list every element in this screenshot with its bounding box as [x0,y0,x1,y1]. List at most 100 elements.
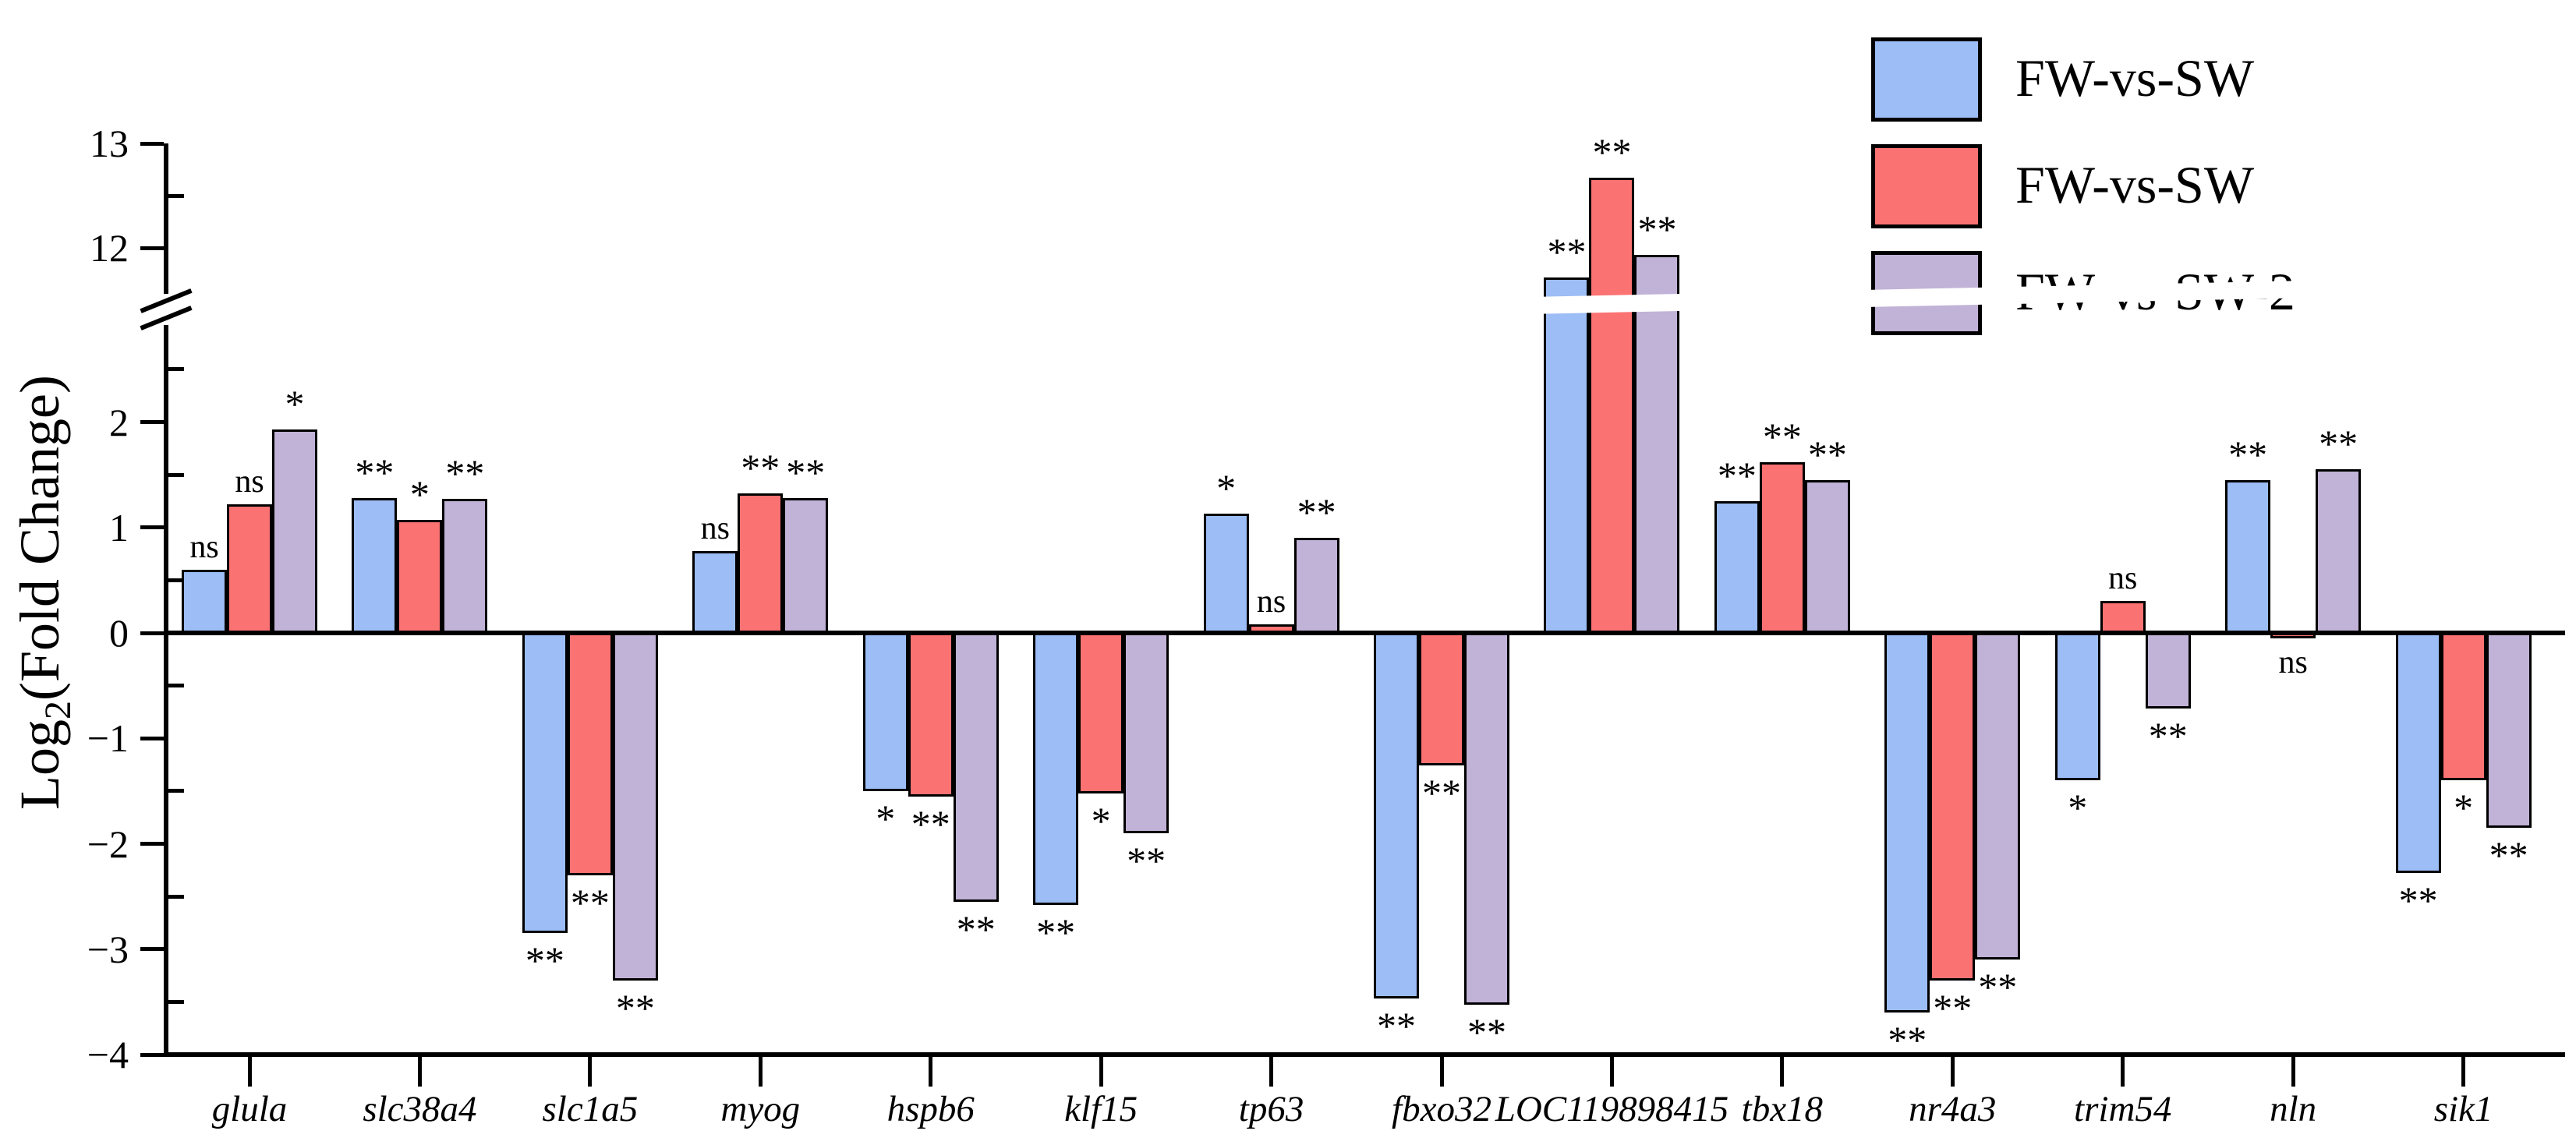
bar-klf15-series1 [1033,633,1079,905]
sig-label-glula-series1: ns [189,528,219,565]
y-major-tick [140,842,164,846]
y-major-tick [140,736,164,740]
y-minor-tick [168,894,184,899]
x-category-tick [758,1057,763,1087]
x-category-label-tp63: tp63 [1238,1089,1304,1129]
y-minor-tick [168,684,184,688]
y-tick-label: −2 [87,822,129,866]
bar-hspb6-series2 [908,633,954,797]
bar-trim54-series1 [2054,633,2100,781]
bar-tbx18-series3 [1804,479,1850,633]
x-category-tick [588,1057,593,1087]
legend-swatch [1871,37,1982,122]
sig-label-trim54-series2: ns [2108,560,2138,597]
sig-label-klf15-series1: ** [1036,910,1076,954]
sig-label-hspb6-series1: * [876,796,896,840]
x-category-label-tbx18: tbx18 [1741,1089,1824,1129]
y-tick-label: 1 [109,505,129,550]
y-axis-upper-segment [164,143,168,294]
bar-sik1-series3 [2486,633,2532,829]
sig-label-nln-series1: ** [2228,432,2268,476]
legend-item: FW-vs-SW [1871,37,2417,123]
sig-label-tbx18-series1: ** [1717,453,1757,497]
y-tick-label: −3 [87,927,129,971]
y-minor-tick [168,789,184,793]
sig-label-LOC119898415-series1: ** [1547,229,1587,274]
y-minor-tick [168,999,184,1004]
y-tick-label: 13 [90,122,129,165]
sig-label-myog-series2: ** [741,446,780,490]
sig-label-fbxo32-series3: ** [1467,1010,1506,1055]
x-category-tick [2461,1057,2466,1087]
bar-nr4a3-series3 [1975,633,2021,960]
x-category-tick [1950,1057,1955,1087]
sig-label-LOC119898415-series2: ** [1592,130,1632,175]
bar-LOC119898415-series1 [1544,277,1590,633]
x-category-label-slc1a5: slc1a5 [542,1089,639,1129]
bar-fbxo32-series2 [1419,633,1464,766]
sig-label-nr4a3-series2: ** [1933,986,1973,1030]
sig-label-glula-series2: ns [235,463,264,500]
sig-label-sik1-series2: * [2454,786,2474,830]
bar-myog-series2 [738,493,784,633]
sig-label-fbxo32-series2: ** [1422,771,1461,815]
legend-swatch [1871,144,1982,228]
bar-glula-series1 [182,569,227,633]
y-tick-label: 0 [109,611,129,655]
bar-slc38a4-series3 [442,499,488,633]
sig-label-fbxo32-series1: ** [1377,1004,1416,1048]
sig-label-myog-series1: ns [700,510,730,546]
legend-item: FW-vs-SW [1871,144,2417,230]
bar-fbxo32-series1 [1374,633,1419,999]
x-category-label-nr4a3: nr4a3 [1909,1089,1997,1129]
x-baseline-zero [164,631,2565,635]
bar-fbxo32-series3 [1464,633,1509,1005]
y-major-tick [140,525,164,530]
sig-label-klf15-series3: ** [1127,838,1166,882]
x-category-tick [1439,1057,1444,1087]
legend-label: FW-vs-SW [2015,155,2254,214]
x-category-label-hspb6: hspb6 [886,1089,975,1129]
x-category-tick [2291,1057,2295,1087]
x-category-label-fbxo32: fbxo32 [1392,1089,1491,1129]
sig-label-trim54-series1: * [2068,786,2088,830]
x-category-tick [1609,1057,1614,1087]
y-major-tick [140,631,164,635]
bar-slc38a4-series2 [397,520,443,633]
x-category-label-slc38a4: slc38a4 [363,1089,477,1129]
x-category-tick [929,1057,933,1087]
sig-label-tbx18-series2: ** [1762,414,1802,458]
sig-label-slc38a4-series1: ** [355,450,395,494]
bar-myog-series1 [692,550,738,633]
y-tick-label: 2 [109,400,129,444]
bar-slc1a5-series3 [612,633,658,981]
bar-slc1a5-series2 [567,633,613,876]
x-category-tick [1099,1057,1103,1087]
sig-label-trim54-series3: ** [2148,714,2188,758]
bar-nln-series1 [2225,479,2271,633]
bar-tp63-series1 [1203,514,1249,633]
sig-label-tp63-series1: * [1216,466,1237,511]
sig-label-tbx18-series3: ** [1807,432,1847,476]
x-category-label-sik1: sik1 [2433,1089,2493,1129]
sig-label-myog-series3: ** [786,450,826,494]
bar-klf15-series2 [1078,633,1124,793]
bar-tbx18-series1 [1714,500,1760,633]
x-category-tick [1780,1057,1785,1087]
y-tick-label: −4 [87,1033,129,1076]
sig-label-hspb6-series3: ** [956,907,996,951]
x-category-label-glula: glula [211,1089,288,1129]
sig-label-slc1a5-series3: ** [615,986,655,1030]
y-major-tick [140,420,164,424]
bar-nln-series3 [2316,469,2362,633]
sig-label-slc38a4-series2: * [409,472,430,517]
y-major-tick [140,947,164,952]
x-category-tick [2121,1057,2125,1087]
bar-trim54-series2 [2100,601,2146,633]
bar-glula-series2 [227,504,272,633]
x-category-label-LOC119898415: LOC119898415 [1495,1089,1729,1129]
sig-label-tp63-series2: ns [1256,584,1286,620]
bar-sik1-series2 [2440,633,2486,781]
sig-label-slc38a4-series3: ** [445,451,485,496]
